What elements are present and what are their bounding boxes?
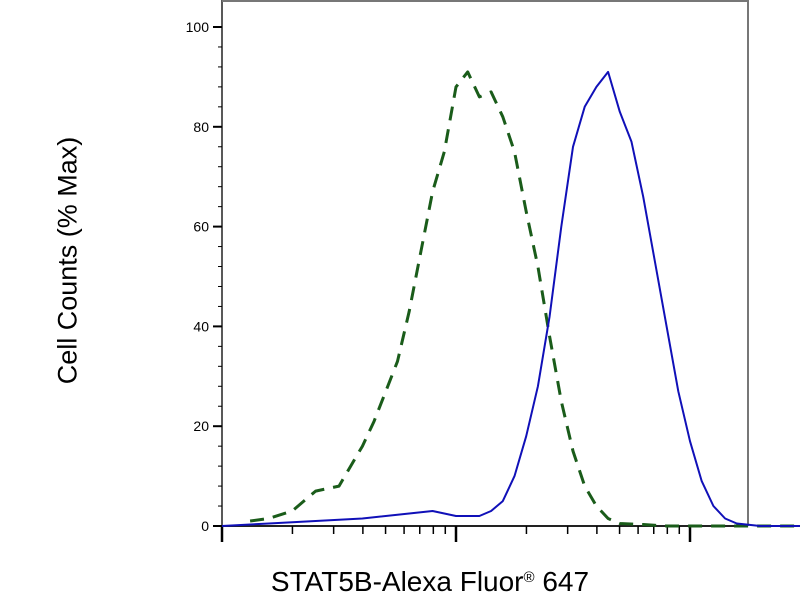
plot-area	[221, 0, 749, 526]
y-axis-title: Cell Counts (% Max)	[52, 136, 83, 384]
y-tick-label: 0	[201, 518, 209, 534]
series-solid-line	[221, 70, 800, 527]
x-axis	[220, 525, 748, 542]
registered-mark: ®	[523, 569, 535, 586]
y-axis: 0 20 40 60 80 100	[186, 19, 222, 534]
y-tick-label: 60	[193, 219, 209, 235]
y-tick-label: 100	[186, 19, 210, 35]
x-axis-title: STAT5B-Alexa Fluor® 647	[0, 566, 800, 598]
y-tick-label: 40	[193, 318, 209, 334]
y-axis-title-wrap: Cell Counts (% Max)	[28, 80, 108, 440]
series-layer	[221, 70, 800, 528]
series-dashed-line	[249, 70, 800, 528]
x-axis-title-main: STAT5B-Alexa Fluor	[270, 566, 524, 597]
y-tick-label: 20	[193, 418, 209, 434]
x-axis-title-number: 647	[542, 566, 590, 597]
y-tick-label: 80	[193, 119, 209, 135]
